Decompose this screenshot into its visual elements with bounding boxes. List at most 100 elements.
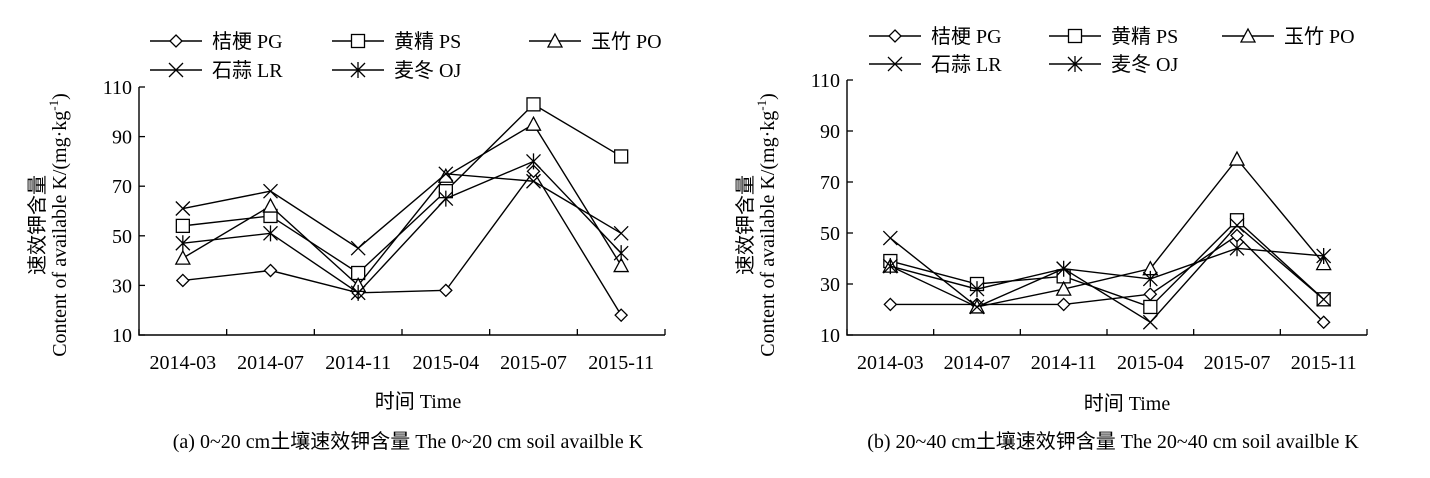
legend-label: 玉竹 PO: [1284, 25, 1355, 48]
y-tick-label: 110: [811, 70, 840, 92]
x-tick-label: 2014-07: [944, 352, 1011, 374]
y-axis-label-en-close: ): [757, 93, 779, 100]
series-star: [175, 153, 629, 301]
y-axis-label-en-sup: -1: [46, 100, 61, 111]
x-tick-label: 2014-03: [149, 352, 216, 374]
data-point-diamond: [263, 263, 278, 278]
y-axis-label-en-main: Content of available K/(mg·kg: [49, 111, 71, 357]
series-star: [882, 240, 1332, 298]
legend-entry: 桔梗 PG: [150, 30, 283, 53]
data-point-diamond: [883, 297, 898, 312]
data-point-star: [263, 225, 278, 242]
data-point-star: [1056, 260, 1072, 277]
data-point-triangle: [1055, 280, 1072, 296]
figure-caption: (b) 20~40 cm土壤速效钾含量 The 20~40 cm soil av…: [867, 430, 1359, 453]
legend-marker-triangle: [1239, 27, 1257, 43]
chart-panel-b: 10 30 50 70 90 110 2014-03 2014-07 2014-11 2015-0…: [734, 25, 1368, 453]
x-tick-label: 2015-11: [588, 352, 654, 374]
x-tick-label: 2014-11: [325, 352, 391, 374]
series-line: [890, 157, 1325, 308]
x-tick-label: 2014-11: [1031, 352, 1097, 374]
data-point-triangle: [437, 167, 454, 183]
series-line: [890, 219, 1325, 308]
legend-marker-triangle: [546, 32, 564, 48]
series-triangle: [174, 115, 630, 293]
data-point-triangle: [525, 115, 542, 131]
legend-entry: 黄精 PS: [332, 30, 461, 53]
legend-entry: 玉竹 PO: [529, 30, 662, 53]
data-point-x: [263, 183, 278, 199]
data-point-square: [175, 218, 190, 234]
legend-marker-square: [1067, 28, 1083, 44]
legend-marker-diamond: [888, 29, 902, 43]
y-axis-label-cn: 速效钾含量: [26, 175, 49, 275]
data-point-star: [1229, 240, 1245, 257]
legend: 桔梗 PG 黄精 PS 玉竹 PO 石蒜 LR 麦冬 OJ: [869, 25, 1355, 76]
legend-entry: 麦冬 OJ: [1049, 53, 1178, 76]
data-point-diamond: [438, 283, 453, 298]
x-tick-label: 2015-04: [1117, 352, 1184, 374]
data-point-square: [1229, 213, 1245, 228]
x-tick-label: 2015-11: [1291, 352, 1357, 374]
data-point-star: [438, 190, 454, 207]
legend-marker-diamond: [169, 34, 183, 48]
data-point-x: [613, 225, 629, 241]
x-axis-label: 时间 Time: [375, 390, 462, 413]
data-point-x: [969, 299, 985, 315]
x-tick-label: 2015-07: [1204, 352, 1271, 374]
series-line: [182, 160, 622, 294]
series-line: [182, 123, 622, 287]
x-axis-label: 时间 Time: [1084, 392, 1171, 415]
y-tick-label: 90: [820, 121, 840, 143]
data-point-star: [526, 153, 541, 170]
y-tick-label: 70: [820, 172, 840, 194]
data-point-triangle: [262, 197, 279, 213]
series-line: [889, 224, 1325, 324]
data-point-diamond: [614, 308, 629, 323]
chart-panel-a: 10 30 50 70 90 110 2014-03 2014-07 2014-11 2015-0…: [26, 30, 666, 453]
legend-entry: 石蒜 LR: [150, 59, 283, 82]
data-point-x: [882, 230, 898, 246]
data-point-diamond: [1316, 315, 1331, 330]
legend-entry: 石蒜 LR: [869, 53, 1002, 76]
legend-marker-star: [1067, 56, 1083, 72]
data-point-x: [350, 240, 366, 256]
legend-marker-x: [887, 56, 903, 72]
data-point-square: [614, 149, 629, 164]
data-point-diamond: [1056, 297, 1071, 312]
y-axis-label-en-main: Content of available K/(mg·kg: [757, 111, 779, 357]
legend-label: 玉竹 PO: [591, 30, 662, 53]
data-point-x: [175, 201, 191, 216]
legend-label: 桔梗 PG: [212, 30, 283, 53]
series-line: [890, 247, 1324, 290]
y-tick-label: 10: [112, 325, 132, 347]
data-point-diamond: [526, 164, 541, 179]
y-axis-label-cn: 速效钾含量: [734, 175, 757, 275]
series-square: [883, 213, 1331, 315]
y-axis-label-en: Content of available K/(mg·kg-1): [754, 93, 779, 357]
axes-frame: [846, 80, 1367, 336]
series-triangle: [882, 150, 1332, 314]
data-point-star: [175, 235, 191, 252]
y-tick-label: 90: [112, 127, 132, 149]
y-tick-label: 70: [112, 176, 132, 198]
data-point-star: [1142, 270, 1158, 287]
legend-label: 石蒜 LR: [931, 53, 1002, 76]
legend-entry: 玉竹 PO: [1222, 25, 1355, 48]
y-tick-label: 110: [103, 77, 132, 99]
y-tick-label: 30: [820, 274, 840, 296]
data-point-x: [438, 166, 454, 182]
legend-label: 麦冬 OJ: [1111, 53, 1178, 76]
y-tick-label: 10: [820, 325, 840, 347]
x-tick-label: 2015-04: [412, 352, 479, 374]
legend-entry: 黄精 PS: [1049, 25, 1178, 48]
legend-label: 黄精 PS: [1111, 25, 1178, 48]
y-tick-label: 50: [820, 223, 840, 245]
data-point-x: [1229, 217, 1245, 233]
figure-caption: (a) 0~20 cm土壤速效钾含量 The 0~20 cm soil avai…: [173, 430, 644, 453]
legend-label: 石蒜 LR: [212, 59, 283, 82]
data-point-triangle: [174, 249, 191, 265]
data-point-star: [882, 258, 898, 275]
data-point-star: [969, 281, 985, 298]
